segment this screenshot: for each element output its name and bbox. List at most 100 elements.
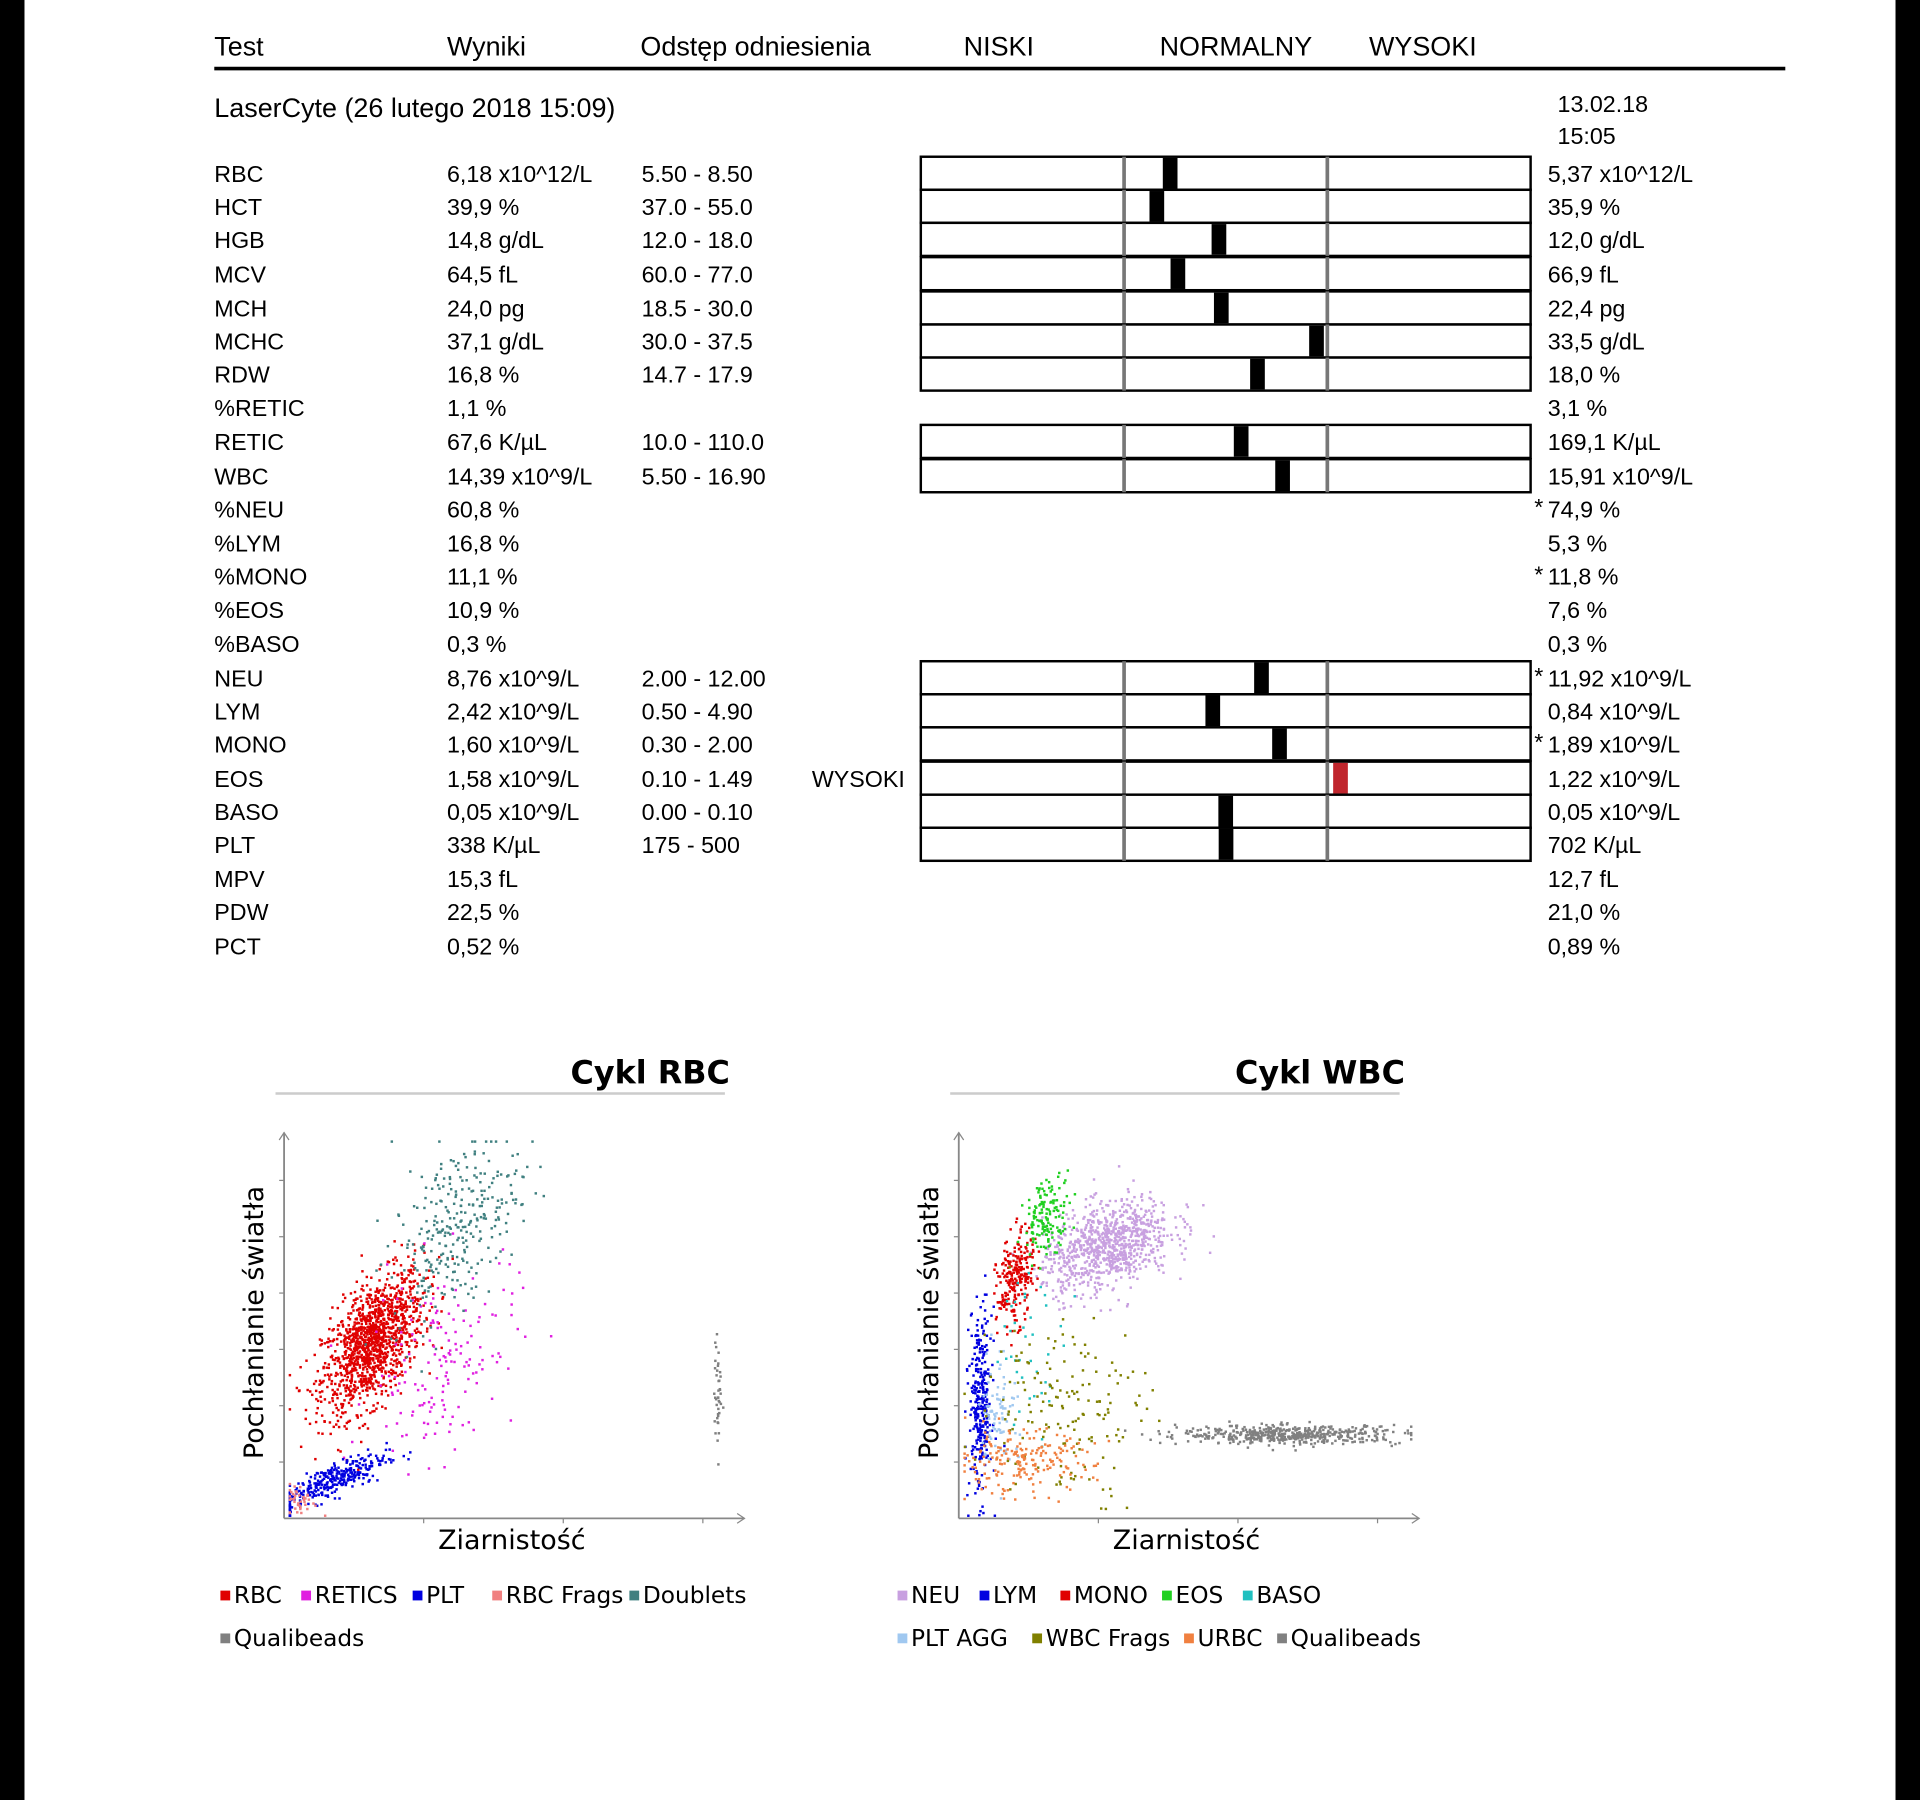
scatter-dot	[1116, 1242, 1119, 1245]
scatter-dot	[714, 1397, 718, 1401]
scatter-dot	[995, 1429, 999, 1433]
scatter-dot	[405, 1308, 409, 1312]
result-marker	[1272, 728, 1287, 760]
scatter-dot	[1108, 1244, 1111, 1248]
scatter-dot	[380, 1300, 383, 1304]
scatter-dot	[391, 1318, 394, 1321]
scatter-dot	[377, 1315, 380, 1318]
scatter-dot	[1374, 1430, 1378, 1434]
scatter-dot	[1094, 1192, 1098, 1195]
scatter-dot	[990, 1492, 994, 1495]
scatter-dot	[1148, 1230, 1152, 1233]
scatter-dot	[329, 1471, 333, 1474]
scatter-dot	[382, 1377, 385, 1380]
scatter-dot	[348, 1337, 351, 1341]
scatter-dot	[1306, 1430, 1310, 1433]
scatter-dot	[372, 1324, 375, 1327]
scatter-dot	[1291, 1431, 1294, 1434]
scatter-dot	[1271, 1423, 1274, 1427]
scatter-dot	[1120, 1247, 1123, 1250]
scatter-dot	[1061, 1248, 1064, 1252]
scatter-dot	[978, 1460, 982, 1463]
scatter-dot	[403, 1359, 406, 1362]
scatter-dot	[365, 1331, 368, 1334]
scatter-dot	[379, 1336, 383, 1340]
scatter-dot	[1032, 1490, 1035, 1493]
scatter-dot	[355, 1318, 359, 1321]
scatter-dot	[462, 1309, 465, 1313]
result: 0,52 %	[447, 934, 519, 960]
scatter-dot	[986, 1372, 989, 1375]
scatter-dot	[1267, 1429, 1270, 1433]
scatter-dot	[359, 1467, 363, 1470]
scatter-dot	[1214, 1427, 1217, 1431]
scatter-dot	[394, 1332, 397, 1335]
scatter-dot	[1111, 1251, 1114, 1255]
scatter-dot	[465, 1230, 468, 1234]
scatter-dot	[1092, 1221, 1095, 1224]
scatter-dot	[354, 1346, 358, 1350]
scatter-dot	[350, 1361, 354, 1365]
scatter-dot	[1012, 1474, 1016, 1477]
scatter-dot	[1183, 1226, 1187, 1229]
scatter-dot	[1081, 1253, 1085, 1256]
scatter-dot	[344, 1387, 347, 1390]
scatter-dot	[408, 1323, 411, 1326]
scatter-dot	[384, 1461, 387, 1464]
scatter-dot	[361, 1457, 364, 1460]
previous-result: 11,92 x10^9/L	[1548, 665, 1692, 691]
scatter-dot	[969, 1400, 972, 1403]
scatter-dot	[337, 1481, 341, 1484]
scatter-dot	[373, 1343, 377, 1347]
scatter-dot	[413, 1266, 417, 1270]
scatter-dot	[1092, 1239, 1095, 1243]
scatter-dot	[352, 1369, 355, 1372]
scatter-dot	[1069, 1233, 1073, 1236]
scatter-dot	[379, 1331, 383, 1334]
scatter-dot	[351, 1462, 354, 1465]
scatter-dot	[715, 1403, 718, 1407]
scatter-dot	[1158, 1432, 1161, 1436]
scatter-dot	[1093, 1442, 1097, 1445]
scatter-dot	[397, 1213, 400, 1216]
scatter-dot	[521, 1175, 524, 1178]
note: *	[1534, 561, 1543, 587]
scatter-dot	[1059, 1232, 1063, 1235]
test-name: %EOS	[214, 597, 284, 623]
scatter-dot	[977, 1368, 980, 1371]
scatter-dot	[1018, 1302, 1022, 1305]
scatter-dot	[977, 1404, 980, 1408]
scatter-dot	[342, 1478, 346, 1481]
scatter-dot	[313, 1482, 316, 1485]
scatter-dot	[297, 1389, 301, 1393]
scatter-dot	[1114, 1199, 1117, 1203]
scatter-dot	[425, 1219, 428, 1223]
scatter-dot	[352, 1299, 356, 1302]
scatter-dot	[1115, 1235, 1119, 1238]
scatter-dot	[348, 1330, 352, 1334]
scatter-dot	[382, 1454, 385, 1458]
scatter-dot	[349, 1471, 352, 1474]
scatter-dot	[1300, 1432, 1303, 1435]
scatter-dot	[1128, 1242, 1132, 1246]
result-marker	[1211, 224, 1227, 255]
scatter-dot	[977, 1484, 981, 1487]
scatter-dot	[1084, 1197, 1088, 1201]
test-name: PDW	[214, 899, 268, 925]
scatter-dot	[336, 1470, 339, 1473]
scatter-dot	[963, 1497, 966, 1501]
scatter-dot	[353, 1352, 356, 1355]
scatter-dot	[365, 1300, 368, 1304]
scatter-dot	[1099, 1202, 1102, 1206]
scatter-dot	[351, 1305, 354, 1309]
scatter-dot	[413, 1300, 417, 1303]
scatter-dot	[1088, 1264, 1091, 1267]
scatter-dot	[981, 1407, 985, 1411]
scatter-dot	[1004, 1274, 1007, 1277]
scatter-dot	[1103, 1413, 1107, 1417]
scatter-dot	[392, 1345, 395, 1348]
scatter-dot	[400, 1370, 404, 1373]
result: 1,60 x10^9/L	[447, 731, 579, 757]
scatter-dot	[1009, 1286, 1013, 1289]
scatter-dot	[392, 1333, 396, 1337]
